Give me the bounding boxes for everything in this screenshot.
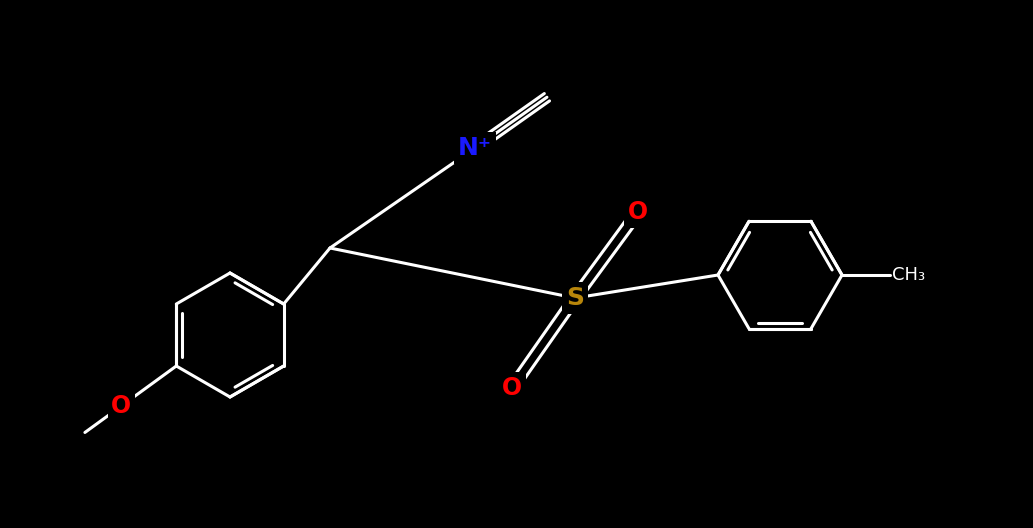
Text: N⁺: N⁺: [458, 136, 492, 160]
Text: O: O: [502, 376, 522, 400]
Text: CH₃: CH₃: [893, 266, 926, 284]
Text: O: O: [112, 394, 131, 418]
Text: S: S: [566, 286, 584, 310]
Text: O: O: [628, 200, 648, 224]
